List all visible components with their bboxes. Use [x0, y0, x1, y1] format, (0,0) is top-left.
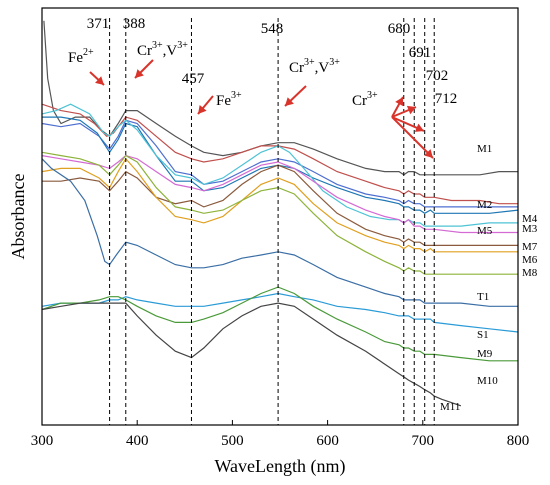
ion-charge: 2+: [83, 47, 94, 58]
series-label-m10: M10: [477, 375, 498, 387]
plot-frame: [41, 7, 519, 426]
x-axis-ticks: 300 400 500 600 700 800: [31, 420, 530, 449]
arrowhead: [135, 69, 144, 78]
ion-charge: 3+: [231, 90, 242, 101]
peak-label-680: 680: [388, 21, 411, 37]
ion-labels: Fe2+ Cr3+,V3+Fe3+Cr3+,V3+Cr3+: [68, 40, 378, 109]
ion-charge: 3+: [177, 40, 188, 51]
arrowhead: [414, 123, 424, 132]
series-line-m4: [41, 119, 518, 208]
series-label-m8: M8: [522, 267, 538, 279]
ion-label: Cr3+: [352, 90, 378, 109]
peak-label-371: 371: [87, 16, 110, 32]
x-tick-label: 500: [221, 433, 244, 449]
series-label-s1: S1: [477, 329, 489, 341]
series-line-m3: [42, 116, 519, 215]
peak-label-388: 388: [123, 16, 146, 32]
series-label-m3: M3: [522, 223, 538, 235]
peak-lines: [109, 18, 435, 425]
arrowhead: [285, 97, 294, 106]
series-line-m8: [41, 157, 518, 253]
peak-label-457: 457: [182, 71, 205, 87]
peak-label-548: 548: [261, 21, 284, 37]
series-line-m6: [42, 164, 518, 246]
x-tick-label: 400: [126, 433, 149, 449]
ion-label: Cr3+,V3+: [289, 57, 340, 76]
peak-label-691: 691: [409, 45, 432, 61]
ion-charge: 3+: [304, 57, 315, 68]
series-label-m9: M9: [477, 348, 493, 360]
series-line-m11: [41, 302, 462, 407]
peak-labels: 371 388 457 548 680 691 702 712: [87, 16, 458, 107]
series-label-m1: M1: [477, 143, 492, 155]
series-line-m5: [41, 103, 518, 227]
arrowhead: [424, 149, 433, 158]
ion-charge: 3+: [367, 90, 378, 101]
ion-charge: 3+: [152, 40, 163, 51]
ion-base: Fe: [216, 93, 231, 109]
annotation-arrows: [89, 59, 434, 159]
series-label-t1: T1: [477, 291, 489, 303]
series-line-s1: [41, 158, 518, 307]
series-label-m2: M2: [477, 199, 492, 211]
ion-charge: 3+: [329, 57, 340, 68]
series-line-t1: [41, 151, 518, 275]
ion-separator: ,: [315, 60, 319, 76]
series-label-m4: M4: [522, 213, 538, 225]
peak-label-712: 712: [435, 91, 458, 107]
ion-base: Cr: [289, 60, 304, 76]
x-tick-label: 700: [412, 433, 435, 449]
x-tick-label: 600: [316, 433, 339, 449]
ion-base: V: [166, 43, 177, 59]
spectrum-curves: [41, 20, 519, 407]
ion-label: Fe3+: [216, 90, 242, 109]
x-tick-label: 300: [31, 433, 54, 449]
arrow-line: [391, 116, 434, 159]
series-line-m10: [41, 286, 518, 362]
ion-label: Fe2+: [68, 47, 94, 66]
x-tick-label: 800: [507, 433, 530, 449]
y-axis-title: Absorbance: [8, 174, 28, 260]
arrowhead: [395, 97, 404, 107]
ion-base: Cr: [137, 43, 152, 59]
series-label-m7: M7: [522, 241, 538, 253]
ion-base: Fe: [68, 50, 83, 66]
ion-base: V: [318, 60, 329, 76]
series-line-m7: [41, 154, 518, 234]
series-line-m9: [41, 292, 519, 333]
ion-label: Cr3+,V3+: [137, 40, 188, 59]
series-label-m5: M5: [477, 225, 493, 237]
arrowhead: [95, 76, 104, 85]
x-axis-title: WaveLength (nm): [214, 456, 345, 477]
peak-label-702: 702: [426, 68, 449, 84]
series-label-m6: M6: [522, 254, 538, 266]
arrowhead: [198, 104, 207, 114]
arrowhead: [406, 105, 416, 115]
ion-separator: ,: [163, 43, 167, 59]
series-label-m11: M11: [440, 401, 460, 413]
ion-base: Cr: [352, 93, 367, 109]
